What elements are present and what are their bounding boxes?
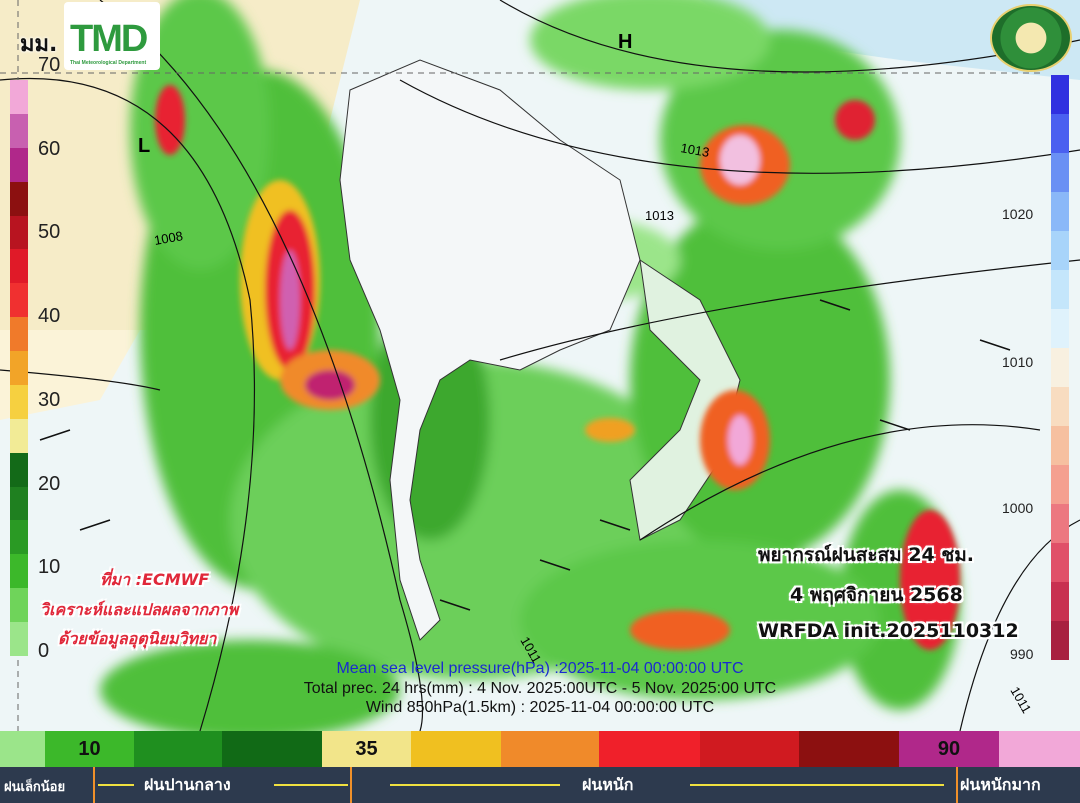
forecast-date: 4 พฤศจิกายน 2568 [790, 584, 963, 606]
colorbar-swatch [10, 622, 28, 656]
colorbar-swatch [1051, 192, 1069, 231]
source-line: ที่มา :ECMWF [100, 570, 210, 589]
source-line: ด้วยข้อมูลอุตุนิยมวิทยา [58, 629, 217, 648]
precip-info: Total prec. 24 hrs(mm) : 4 Nov. 2025:00U… [303, 680, 777, 697]
isobar-label: 1013 [645, 208, 674, 223]
category-light: ฝนเล็กน้อย [4, 780, 66, 795]
colorbar-swatch [1051, 75, 1069, 114]
mslp-info: Mean sea level pressure(hPa) :2025-11-04… [336, 660, 744, 677]
legend-segment [599, 731, 700, 767]
colorbar-label: 50 [38, 221, 61, 244]
legend-segment [501, 731, 599, 767]
legend-segment [999, 731, 1080, 767]
colorbar-label: 0 [38, 639, 50, 662]
colorbar-label: 60 [38, 137, 61, 160]
tmd-logo: TMD Thai Meteorological Department [64, 2, 160, 70]
pressure-label: 1000 [1002, 500, 1034, 516]
pressure-label: 1010 [1002, 354, 1034, 370]
colorbar-swatch [1051, 582, 1069, 621]
colorbar-swatch [10, 283, 28, 318]
colorbar-swatch [10, 486, 28, 521]
model-init: WRFDA init.2025110312 [758, 620, 1019, 642]
colorbar-swatch [10, 384, 28, 419]
colorbar-swatch [10, 520, 28, 555]
meteorological-department-seal [990, 4, 1072, 72]
colorbar-swatch [1051, 153, 1069, 192]
legend-segment [134, 731, 222, 767]
colorbar-swatch [1051, 504, 1069, 543]
legend-segment [222, 731, 322, 767]
high-pressure-marker: H [618, 31, 632, 53]
colorbar-swatch [10, 554, 28, 589]
source-line: วิเคราะห์และแปลผลจากภาพ [40, 600, 239, 619]
colorbar-label: 20 [38, 472, 61, 495]
isobar-label: 1013 [679, 140, 710, 160]
colorbar-swatch [1051, 270, 1069, 309]
colorbar-swatch [1051, 621, 1069, 660]
legend-segment [411, 731, 501, 767]
colorbar-swatch [10, 215, 28, 250]
colorbar-label: 30 [38, 388, 61, 411]
pressure-colorbar [1051, 75, 1069, 660]
colorbar-swatch [1051, 231, 1069, 270]
rainfall-forecast-map: L H 1013 1013 1008 1011 1011 [0, 0, 1080, 731]
colorbar-swatch [10, 452, 28, 487]
colorbar-swatch [1051, 114, 1069, 153]
colorbar-swatch [10, 317, 28, 351]
colorbar-swatch [10, 418, 28, 453]
legend-segment [799, 731, 899, 767]
colorbar-label: 40 [38, 305, 61, 328]
colorbar-swatch [10, 80, 28, 114]
colorbar-swatch [1051, 543, 1069, 582]
legend-segment [0, 731, 45, 767]
pressure-label: 990 [1010, 646, 1034, 662]
colorbar-swatch [10, 351, 28, 385]
unit-label: มม. [20, 32, 58, 57]
colorbar-label: 10 [38, 556, 61, 579]
rainfall-category-bar: ฝนเล็กน้อย ฝนปานกลาง ฝนหนัก ฝนหนักมาก [0, 767, 1080, 803]
colorbar-swatch [1051, 465, 1069, 504]
forecast-title: พยากรณ์ฝนสะสม 24 ชม. [758, 544, 975, 566]
category-very-heavy: ฝนหนักมาก [960, 775, 1041, 794]
wind-info: Wind 850hPa(1.5km) : 2025-11-04 00:00:00… [365, 699, 715, 716]
pressure-label: 1020 [1002, 206, 1034, 222]
low-pressure-marker: L [138, 135, 150, 157]
category-heavy: ฝนหนัก [582, 775, 634, 794]
category-moderate: ฝนปานกลาง [144, 775, 231, 794]
colorbar-swatch [10, 249, 28, 284]
colorbar-swatch [1051, 426, 1069, 465]
colorbar-swatch [10, 588, 28, 622]
colorbar-swatch [1051, 348, 1069, 387]
rainfall-legend-bar: 10 35 90 [0, 731, 1080, 767]
colorbar-swatch [10, 181, 28, 216]
colorbar-swatch [1051, 309, 1069, 348]
colorbar-swatch [10, 113, 28, 148]
isobar-label: 1008 [153, 228, 184, 248]
legend-segment: 35 [322, 731, 411, 767]
colorbar-swatch [1051, 387, 1069, 426]
heavy-rain-cells [155, 85, 960, 650]
legend-segment [700, 731, 799, 767]
precip-colorbar [10, 80, 28, 656]
legend-segment: 10 [45, 731, 134, 767]
legend-segment: 90 [899, 731, 999, 767]
colorbar-label: 70 [38, 54, 61, 76]
colorbar-swatch [10, 147, 28, 182]
wind-vectors [39, 299, 1011, 611]
